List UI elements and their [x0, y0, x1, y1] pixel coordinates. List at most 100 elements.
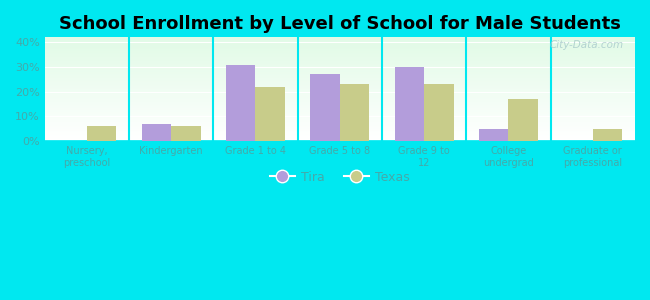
Bar [45, 116, 635, 117]
Bar [45, 77, 635, 78]
Bar [45, 131, 635, 132]
Bar [45, 47, 635, 48]
Bar [593, 129, 622, 141]
Bar [45, 75, 635, 76]
Bar [45, 68, 635, 70]
Bar [45, 53, 635, 54]
Bar [45, 60, 635, 61]
Bar [45, 88, 635, 89]
Bar [45, 65, 635, 66]
Bar [45, 39, 635, 41]
Bar [45, 134, 635, 135]
Bar [45, 104, 635, 105]
Bar [340, 84, 369, 141]
Bar [45, 73, 635, 74]
Bar [45, 55, 635, 56]
Bar [45, 80, 635, 81]
Bar [142, 124, 171, 141]
Bar [45, 66, 635, 68]
Bar [45, 38, 635, 39]
Bar [45, 129, 635, 130]
Bar [45, 85, 635, 86]
Bar [45, 120, 635, 122]
Bar [45, 127, 635, 128]
Bar [45, 109, 635, 110]
Bar [45, 78, 635, 79]
Bar [45, 118, 635, 119]
Bar [45, 113, 635, 114]
Bar [45, 138, 635, 139]
Bar [45, 91, 635, 92]
Bar [226, 64, 255, 141]
Bar [45, 41, 635, 43]
Bar [45, 100, 635, 102]
Bar [45, 59, 635, 60]
Bar [45, 99, 635, 100]
Bar [45, 94, 635, 95]
Bar [45, 44, 635, 45]
Bar [45, 46, 635, 47]
Bar [45, 87, 635, 88]
Text: City-Data.com: City-Data.com [549, 40, 623, 50]
Bar [45, 105, 635, 106]
Bar [45, 82, 635, 83]
Bar [45, 124, 635, 126]
Bar [479, 129, 508, 141]
Bar [45, 106, 635, 107]
Bar [45, 84, 635, 85]
Bar [45, 103, 635, 104]
Bar [424, 84, 454, 141]
Bar [45, 132, 635, 133]
Bar [310, 74, 340, 141]
Bar [45, 58, 635, 59]
Bar [45, 102, 635, 103]
Bar [45, 135, 635, 136]
Bar [45, 95, 635, 97]
Bar [45, 54, 635, 55]
Bar [45, 40, 635, 41]
Bar [45, 50, 635, 51]
Bar [45, 139, 635, 140]
Bar [45, 45, 635, 46]
Bar [45, 89, 635, 90]
Legend: Tira, Texas: Tira, Texas [265, 166, 415, 189]
Bar [45, 56, 635, 57]
Bar [45, 76, 635, 77]
Bar [45, 48, 635, 49]
Bar [45, 62, 635, 63]
Bar [45, 64, 635, 65]
Bar [45, 81, 635, 82]
Bar [45, 130, 635, 131]
Bar [45, 119, 635, 120]
Bar [45, 63, 635, 64]
Bar [45, 90, 635, 91]
Bar [45, 128, 635, 129]
Bar [45, 86, 635, 87]
Bar [45, 112, 635, 113]
Bar [45, 100, 635, 101]
Bar [45, 70, 635, 72]
Bar [45, 97, 635, 98]
Bar [45, 74, 635, 75]
Bar [45, 114, 635, 115]
Bar [45, 133, 635, 134]
Bar [45, 93, 635, 94]
Bar [45, 79, 635, 80]
Bar [45, 110, 635, 111]
Bar [45, 52, 635, 53]
Bar [45, 122, 635, 124]
Bar [45, 57, 635, 58]
Bar [255, 87, 285, 141]
Bar [45, 137, 635, 138]
Bar [45, 61, 635, 62]
Bar [87, 126, 116, 141]
Bar [395, 67, 424, 141]
Bar [45, 108, 635, 109]
Bar [45, 117, 635, 118]
Bar [45, 111, 635, 112]
Bar [171, 126, 201, 141]
Bar [508, 99, 538, 141]
Bar [45, 83, 635, 84]
Title: School Enrollment by Level of School for Male Students: School Enrollment by Level of School for… [59, 15, 621, 33]
Bar [45, 72, 635, 73]
